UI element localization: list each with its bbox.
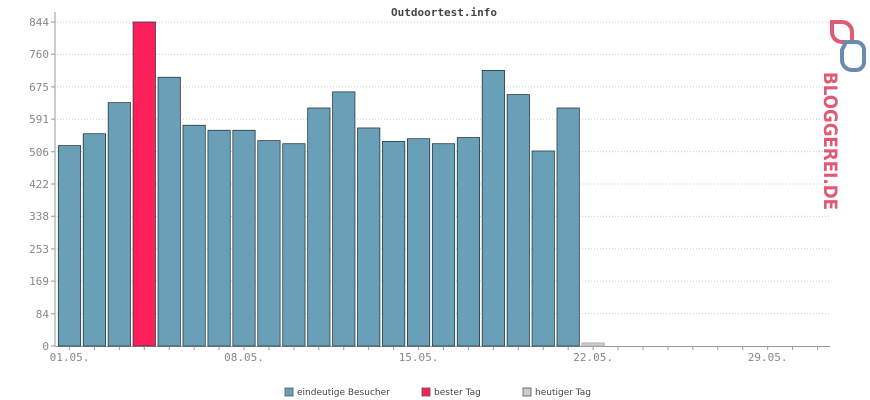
x-tick-labels: 01.05. 08.05. 15.05. 22.05. 29.05. — [50, 351, 788, 364]
legend-swatch-today — [522, 387, 532, 397]
y-tick-label: 84 — [36, 308, 50, 321]
bloggerei-logo: BLOGGEREI.DE — [819, 20, 866, 210]
chart-title: Outdoortest.info — [391, 6, 497, 19]
bar-best-day — [132, 21, 156, 347]
bar — [506, 94, 530, 347]
bar — [481, 69, 505, 347]
bars — [57, 21, 605, 347]
bar — [307, 107, 331, 347]
bar — [556, 107, 580, 347]
x-tick-label: 01.05. — [50, 351, 90, 364]
bar — [232, 129, 256, 347]
y-tick-label: 253 — [29, 243, 49, 256]
legend-label-today: heutiger Tag — [535, 388, 591, 398]
x-tick-label: 22.05. — [573, 351, 613, 364]
y-tick-label: 422 — [29, 178, 49, 191]
bar — [456, 137, 481, 347]
x-tick-label: 15.05. — [399, 351, 439, 364]
bar — [332, 91, 356, 347]
bar — [282, 143, 306, 347]
bar — [57, 145, 82, 347]
y-tick-label: 506 — [29, 146, 49, 159]
legend-swatch-unique-visitors — [284, 387, 294, 397]
bar — [107, 102, 131, 347]
axes — [54, 12, 830, 350]
bar — [382, 140, 406, 347]
legend-label-best-day: bester Tag — [434, 388, 481, 398]
legend: eindeutige Besucher bester Tag heutiger … — [284, 387, 591, 398]
y-tick-label: 844 — [29, 16, 49, 29]
y-tick-label: 169 — [29, 275, 49, 288]
bar-today — [581, 342, 605, 347]
bar — [357, 127, 381, 347]
legend-swatch-best-day — [421, 387, 431, 397]
y-tick-label: 675 — [29, 81, 49, 94]
y-tick-label: 591 — [29, 113, 49, 126]
bar — [531, 150, 555, 347]
bar — [157, 76, 181, 347]
y-tick-label: 0 — [42, 340, 49, 353]
x-tick-label: 08.05. — [224, 351, 264, 364]
y-tick-labels: 0 84 169 253 338 422 506 591 675 760 844 — [29, 16, 49, 353]
bar — [431, 143, 456, 347]
logo-text: BLOGGEREI.DE — [819, 72, 841, 210]
bar — [82, 133, 106, 347]
legend-label-unique-visitors: eindeutige Besucher — [297, 388, 390, 398]
bar — [207, 129, 231, 347]
bar — [257, 140, 281, 347]
y-tick-label: 760 — [29, 48, 49, 61]
grid-lines — [51, 21, 830, 347]
x-tick-label: 29.05. — [748, 351, 788, 364]
bar — [182, 124, 206, 347]
bar — [406, 138, 431, 347]
y-tick-label: 338 — [29, 210, 49, 223]
logo-mark-icon — [830, 20, 866, 72]
